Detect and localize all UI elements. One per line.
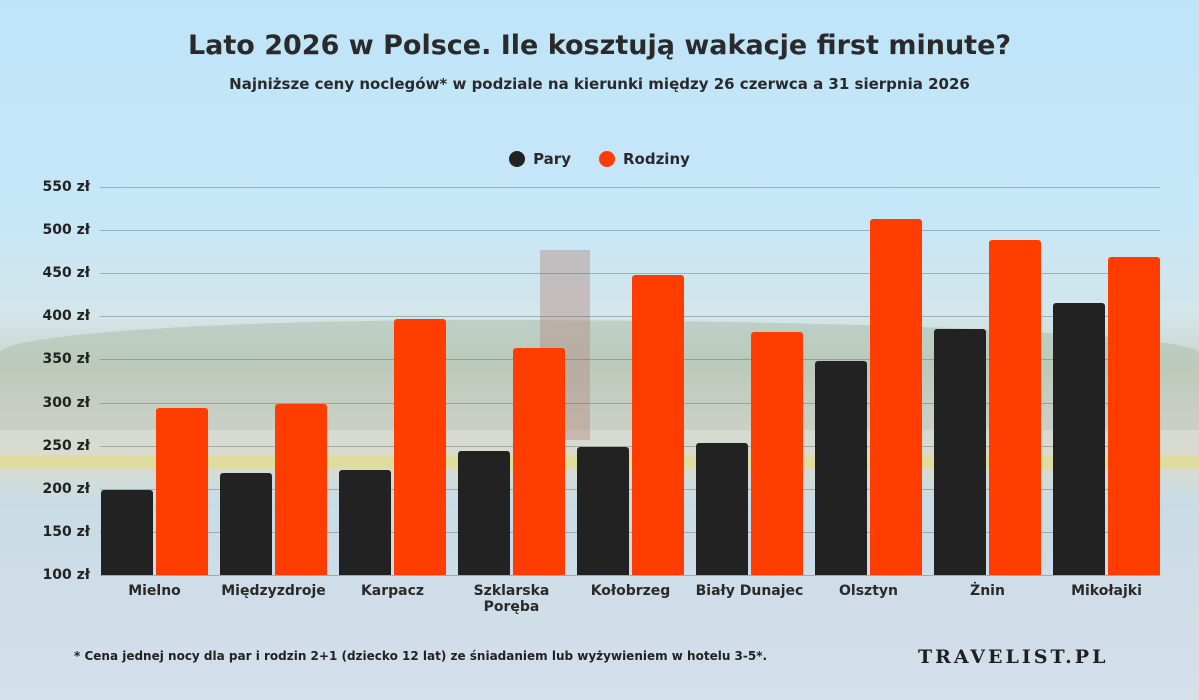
bar-rodziny [989, 239, 1041, 575]
bar-pary [934, 329, 986, 575]
legend: Pary Rodziny [0, 150, 1199, 168]
bar-rodziny [632, 274, 684, 575]
legend-item-pary: Pary [509, 150, 571, 168]
footnote: * Cena jednej nocy dla par i rodzin 2+1 … [74, 649, 768, 663]
bar-pary [458, 450, 510, 575]
bar-pary [696, 443, 748, 575]
y-tick-label: 500 zł [42, 222, 90, 239]
x-tick-label: Mikołajki [1071, 583, 1142, 599]
x-tick-label: Karpacz [360, 583, 425, 599]
x-tick-label: Mielno [128, 583, 181, 599]
bar-pary [815, 361, 867, 575]
x-tick-label: Olsztyn [839, 583, 898, 599]
bar-rodziny [751, 331, 803, 575]
gridline [100, 230, 1160, 232]
y-tick-label: 450 zł [42, 265, 90, 282]
legend-dot-icon [598, 151, 615, 167]
gridline [100, 402, 1160, 404]
bar-pary [339, 469, 391, 575]
y-tick-label: 350 zł [42, 351, 90, 368]
gridline [100, 187, 1160, 188]
brand-logo: TRAVELIST.PL [918, 646, 1109, 668]
legend-dot-icon [509, 151, 526, 167]
x-tick-label: Żnin [970, 583, 1005, 599]
bar-pary [101, 489, 153, 575]
legend-label: Rodziny [622, 150, 690, 168]
x-tick-label: Kołobrzeg [590, 583, 671, 599]
gridline [100, 445, 1160, 447]
chart-title: Lato 2026 w Polsce. Ile kosztują wakacje… [187, 30, 1012, 61]
y-tick-label: 550 zł [42, 179, 90, 195]
x-tick-label: Szklarska Poręba [473, 583, 550, 615]
bar-rodziny [1108, 256, 1160, 575]
legend-item-rodziny: Rodziny [598, 150, 690, 168]
y-tick-label: 200 zł [42, 480, 90, 497]
y-tick-label: 250 zł [42, 437, 90, 454]
chart-subtitle: Najniższe ceny noclegów* w podziale na k… [229, 75, 970, 93]
y-tick-label: 150 zł [42, 523, 90, 540]
legend-label: Pary [533, 150, 571, 168]
bar-rodziny [394, 318, 446, 575]
bar-pary [220, 473, 272, 575]
y-tick-label: 400 zł [42, 308, 90, 325]
bar-rodziny [156, 407, 208, 575]
gridline [100, 359, 1160, 361]
bar-pary [1053, 302, 1105, 575]
y-tick-label: 300 zł [42, 394, 90, 411]
gridline [100, 575, 1160, 576]
gridline [100, 316, 1160, 318]
bar-rodziny [513, 348, 565, 575]
gridline [100, 531, 1160, 533]
gridline [100, 488, 1160, 490]
x-tick-label: Międzyzdroje [221, 583, 326, 599]
bar-pary [577, 447, 629, 575]
x-tick-label: Biały Dunajec [695, 583, 804, 599]
bar-rodziny [275, 404, 327, 575]
bar-rodziny [870, 218, 922, 575]
y-tick-label: 100 zł [42, 567, 90, 583]
gridline [100, 273, 1160, 275]
